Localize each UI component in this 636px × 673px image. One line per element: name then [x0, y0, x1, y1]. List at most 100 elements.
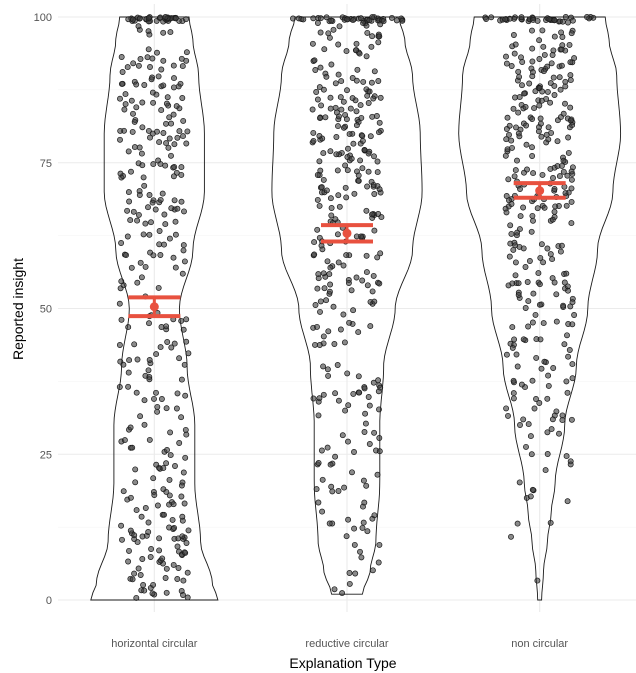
data-point: [503, 126, 510, 132]
data-point: [158, 107, 165, 114]
data-point: [503, 136, 510, 143]
data-point: [119, 69, 126, 75]
data-point: [335, 397, 342, 404]
data-point: [340, 311, 347, 318]
data-point: [315, 271, 322, 278]
data-point: [525, 298, 532, 305]
data-point: [157, 344, 164, 351]
data-point: [355, 329, 362, 336]
data-point: [141, 421, 148, 428]
data-point: [529, 153, 536, 159]
data-point: [524, 166, 530, 173]
data-point: [118, 54, 125, 60]
data-point: [341, 484, 348, 491]
data-point: [514, 363, 521, 370]
data-point: [315, 460, 322, 466]
data-point: [540, 259, 547, 266]
data-point: [546, 16, 553, 22]
data-point: [341, 339, 348, 346]
data-point: [536, 301, 543, 308]
data-point: [543, 131, 550, 138]
data-point: [505, 176, 512, 183]
data-point: [318, 102, 325, 109]
data-point: [312, 67, 319, 73]
data-point: [360, 78, 367, 85]
data-point: [517, 213, 524, 220]
data-point: [538, 133, 545, 140]
data-point: [350, 17, 356, 24]
data-point: [551, 82, 558, 89]
data-point: [147, 64, 153, 70]
data-point: [139, 162, 146, 169]
data-point: [171, 340, 178, 347]
data-point: [157, 14, 164, 21]
data-point: [556, 430, 562, 437]
data-point: [345, 438, 351, 445]
data-point: [126, 357, 133, 364]
data-point: [355, 373, 362, 380]
data-point: [322, 114, 329, 121]
data-point: [567, 59, 574, 66]
data-point: [571, 312, 578, 318]
data-point: [325, 372, 332, 379]
data-point: [321, 46, 328, 53]
data-point: [561, 279, 568, 286]
data-point: [325, 30, 332, 37]
data-point: [566, 347, 573, 353]
data-point: [512, 167, 519, 174]
data-point: [551, 208, 558, 215]
data-point: [343, 252, 350, 259]
data-point: [544, 245, 551, 252]
data-point: [365, 150, 372, 157]
data-point: [146, 31, 153, 38]
data-point: [180, 326, 187, 333]
data-point: [332, 390, 339, 397]
data-point: [346, 570, 353, 576]
data-point: [354, 66, 361, 73]
data-point: [514, 229, 521, 236]
data-point: [353, 77, 360, 84]
data-point: [158, 324, 165, 330]
data-point: [529, 486, 536, 493]
data-point: [127, 424, 134, 431]
data-point: [155, 73, 162, 80]
data-point: [332, 453, 339, 460]
data-point: [328, 61, 335, 68]
data-point: [163, 565, 170, 572]
data-point: [153, 389, 159, 396]
data-point: [351, 449, 357, 455]
data-point: [181, 208, 187, 215]
data-point: [539, 27, 546, 34]
data-point: [335, 488, 342, 494]
data-point: [549, 256, 556, 263]
data-point: [518, 381, 525, 388]
data-point: [151, 492, 158, 498]
data-point: [184, 594, 191, 601]
data-point: [564, 389, 571, 396]
mean-ci-markers: [128, 181, 566, 319]
data-point: [342, 162, 349, 169]
data-point: [125, 189, 132, 196]
data-point: [360, 519, 367, 526]
data-point: [562, 78, 569, 85]
data-point: [529, 116, 536, 122]
data-point: [351, 190, 358, 197]
data-point: [163, 120, 169, 127]
data-point: [568, 220, 575, 227]
data-point: [509, 324, 516, 331]
data-point: [563, 453, 570, 460]
data-point: [137, 56, 144, 62]
data-point: [326, 271, 333, 278]
data-point: [560, 157, 567, 164]
data-point: [183, 338, 190, 345]
data-point: [350, 390, 357, 397]
data-point: [145, 529, 152, 535]
data-point: [317, 64, 324, 71]
data-point: [568, 30, 575, 37]
data-point: [166, 524, 173, 531]
data-point: [569, 361, 576, 368]
y-tick-label: 50: [40, 304, 52, 316]
data-point: [156, 228, 163, 234]
data-point: [550, 74, 557, 81]
data-point: [335, 41, 342, 48]
